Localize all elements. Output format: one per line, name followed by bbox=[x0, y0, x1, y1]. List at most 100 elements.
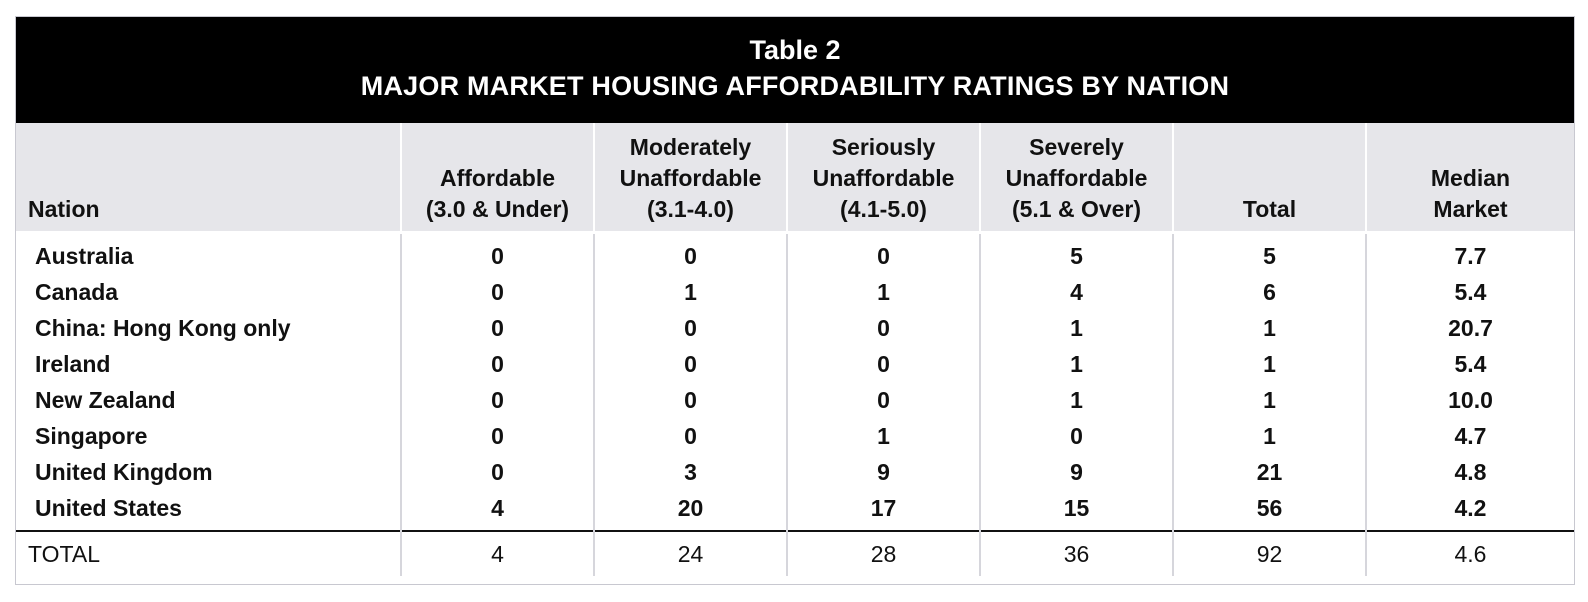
median-market-cell: 4.8 bbox=[1365, 454, 1574, 490]
nation-cell: Ireland bbox=[35, 351, 111, 377]
header-line: Total bbox=[1242, 196, 1297, 222]
seriously-unaffordable-cell: 0 bbox=[786, 310, 980, 346]
table-row: Ireland 0 0 0 1 1 5.4 bbox=[16, 346, 1574, 382]
total-median-market-cell: 4.6 bbox=[1365, 530, 1574, 576]
affordable-cell: 0 bbox=[400, 382, 594, 418]
median-market-cell: 5.4 bbox=[1365, 274, 1574, 310]
total-cell: 1 bbox=[1172, 310, 1366, 346]
severely-unaffordable-cell: 5 bbox=[979, 232, 1173, 274]
affordable-cell: 0 bbox=[400, 274, 594, 310]
total-cell: 1 bbox=[1172, 418, 1366, 454]
nation-cell: New Zealand bbox=[35, 387, 176, 413]
seriously-unaffordable-cell: 0 bbox=[786, 382, 980, 418]
header-seriously-unaffordable: Seriously Unaffordable (4.1-5.0) bbox=[786, 123, 980, 234]
seriously-unaffordable-cell: 17 bbox=[786, 490, 980, 531]
affordable-cell: 4 bbox=[400, 490, 594, 531]
nation-cell: Australia bbox=[35, 243, 134, 269]
table-row: United States 4 20 17 15 56 4.2 bbox=[16, 490, 1574, 531]
total-cell: 6 bbox=[1172, 274, 1366, 310]
total-cell: 1 bbox=[1172, 346, 1366, 382]
total-label-cell: TOTAL bbox=[16, 530, 401, 576]
header-median-market: Median Market bbox=[1365, 123, 1574, 234]
total-cell: 5 bbox=[1172, 232, 1366, 274]
total-affordable-cell: 4 bbox=[400, 530, 594, 576]
table-row: Australia 0 0 0 5 5 7.7 bbox=[16, 232, 1574, 274]
header-line: Unaffordable bbox=[619, 165, 762, 191]
header-line: (3.1-4.0) bbox=[647, 196, 734, 222]
header-line: Moderately bbox=[629, 134, 752, 160]
header-line: (4.1-5.0) bbox=[840, 196, 927, 222]
severely-unaffordable-cell: 1 bbox=[979, 310, 1173, 346]
seriously-unaffordable-cell: 1 bbox=[786, 274, 980, 310]
total-cell: 56 bbox=[1172, 490, 1366, 531]
median-market-cell: 7.7 bbox=[1365, 232, 1574, 274]
header-total: Total bbox=[1172, 123, 1366, 234]
affordable-cell: 0 bbox=[400, 454, 594, 490]
table-row: Canada 0 1 1 4 6 5.4 bbox=[16, 274, 1574, 310]
header-nation: Nation bbox=[16, 123, 401, 234]
table-title-bar: Table 2 MAJOR MARKET HOUSING AFFORDABILI… bbox=[16, 17, 1574, 123]
table-title: MAJOR MARKET HOUSING AFFORDABILITY RATIN… bbox=[360, 71, 1230, 101]
header-line: (3.0 & Under) bbox=[425, 196, 570, 222]
moderately-unaffordable-cell: 0 bbox=[593, 310, 787, 346]
moderately-unaffordable-cell: 3 bbox=[593, 454, 787, 490]
nation-cell: United States bbox=[35, 495, 182, 521]
median-market-cell: 4.2 bbox=[1365, 490, 1574, 531]
seriously-unaffordable-cell: 0 bbox=[786, 346, 980, 382]
affordable-cell: 0 bbox=[400, 232, 594, 274]
moderately-unaffordable-cell: 0 bbox=[593, 232, 787, 274]
header-affordable: Affordable (3.0 & Under) bbox=[400, 123, 594, 234]
affordability-table-container: Table 2 MAJOR MARKET HOUSING AFFORDABILI… bbox=[15, 16, 1575, 585]
total-moderately-unaffordable-cell: 24 bbox=[593, 530, 787, 576]
table-row: China: Hong Kong only 0 0 0 1 1 20.7 bbox=[16, 310, 1574, 346]
nation-cell: Singapore bbox=[35, 423, 148, 449]
total-cell: 21 bbox=[1172, 454, 1366, 490]
nation-cell: United Kingdom bbox=[35, 459, 213, 485]
median-market-cell: 10.0 bbox=[1365, 382, 1574, 418]
median-market-cell: 20.7 bbox=[1365, 310, 1574, 346]
header-moderately-unaffordable: Moderately Unaffordable (3.1-4.0) bbox=[593, 123, 787, 234]
header-line: Severely bbox=[1029, 134, 1124, 160]
table-row: United Kingdom 0 3 9 9 21 4.8 bbox=[16, 454, 1574, 490]
affordable-cell: 0 bbox=[400, 418, 594, 454]
header-line: Market bbox=[1433, 196, 1508, 222]
header-line: Unaffordable bbox=[812, 165, 955, 191]
total-row: TOTAL 4 24 28 36 92 4.6 bbox=[16, 530, 1574, 576]
severely-unaffordable-cell: 15 bbox=[979, 490, 1173, 531]
table-row: Singapore 0 0 1 0 1 4.7 bbox=[16, 418, 1574, 454]
header-row: Nation Affordable (3.0 & Under) Moderate… bbox=[16, 123, 1574, 234]
nation-cell: China: Hong Kong only bbox=[35, 315, 291, 341]
header-line: Nation bbox=[28, 196, 100, 222]
severely-unaffordable-cell: 9 bbox=[979, 454, 1173, 490]
nation-cell: Canada bbox=[35, 279, 119, 305]
severely-unaffordable-cell: 1 bbox=[979, 346, 1173, 382]
severely-unaffordable-cell: 1 bbox=[979, 382, 1173, 418]
seriously-unaffordable-cell: 0 bbox=[786, 232, 980, 274]
total-cell: 1 bbox=[1172, 382, 1366, 418]
moderately-unaffordable-cell: 0 bbox=[593, 418, 787, 454]
header-line: Median bbox=[1430, 165, 1511, 191]
severely-unaffordable-cell: 4 bbox=[979, 274, 1173, 310]
affordability-ratings-table: Nation Affordable (3.0 & Under) Moderate… bbox=[16, 123, 1574, 576]
moderately-unaffordable-cell: 20 bbox=[593, 490, 787, 531]
moderately-unaffordable-cell: 1 bbox=[593, 274, 787, 310]
moderately-unaffordable-cell: 0 bbox=[593, 382, 787, 418]
table-row: New Zealand 0 0 0 1 1 10.0 bbox=[16, 382, 1574, 418]
seriously-unaffordable-cell: 9 bbox=[786, 454, 980, 490]
header-line: Unaffordable bbox=[1005, 165, 1148, 191]
severely-unaffordable-cell: 0 bbox=[979, 418, 1173, 454]
moderately-unaffordable-cell: 0 bbox=[593, 346, 787, 382]
median-market-cell: 5.4 bbox=[1365, 346, 1574, 382]
seriously-unaffordable-cell: 1 bbox=[786, 418, 980, 454]
affordable-cell: 0 bbox=[400, 346, 594, 382]
affordable-cell: 0 bbox=[400, 310, 594, 346]
total-seriously-unaffordable-cell: 28 bbox=[786, 530, 980, 576]
header-line: Affordable bbox=[440, 165, 555, 191]
median-market-cell: 4.7 bbox=[1365, 418, 1574, 454]
header-line: Seriously bbox=[831, 134, 936, 160]
header-severely-unaffordable: Severely Unaffordable (5.1 & Over) bbox=[979, 123, 1173, 234]
table-number: Table 2 bbox=[749, 35, 841, 65]
grand-total-cell: 92 bbox=[1172, 530, 1366, 576]
total-severely-unaffordable-cell: 36 bbox=[979, 530, 1173, 576]
header-line: (5.1 & Over) bbox=[1011, 196, 1142, 222]
